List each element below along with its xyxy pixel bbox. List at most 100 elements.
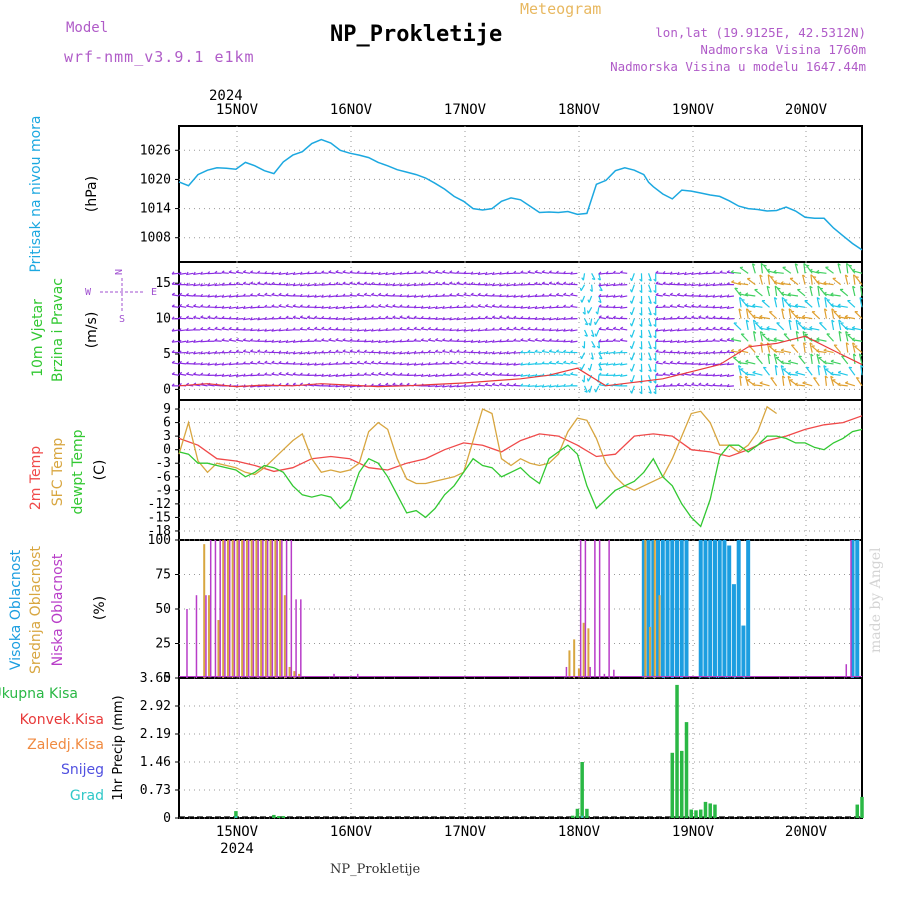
y-tick-label-precip: 0.73 [140, 783, 171, 798]
wind-barb-head [498, 362, 502, 366]
wind-barb-head [299, 382, 304, 386]
wind-barb [647, 284, 652, 293]
wind-barb [413, 340, 421, 342]
wind-barb-head [813, 377, 817, 379]
wind-barb [726, 385, 734, 388]
wind-barb [719, 339, 727, 342]
wind-barb [399, 328, 407, 331]
wind-barb-head [648, 312, 652, 316]
wind-barb-head [221, 270, 225, 274]
wind-barb [739, 375, 742, 386]
wind-barb-head [491, 293, 495, 297]
wind-barb [549, 362, 557, 365]
wind-barb-head [824, 296, 828, 300]
wind-barb-head [356, 317, 360, 321]
wind-barb-head [605, 326, 609, 330]
wind-barb-head [449, 338, 453, 342]
cloud-bar [746, 540, 751, 678]
wind-barb-head [278, 350, 282, 354]
cloud-bar [257, 540, 259, 678]
wind-barb [342, 318, 350, 321]
wind-barb [852, 327, 863, 331]
precip-bar [670, 752, 675, 818]
cloud-bar [290, 540, 293, 678]
wind-barb [813, 377, 820, 387]
wind-barb-head [629, 368, 633, 372]
wind-barb [463, 283, 471, 286]
wind-barb-head [851, 325, 856, 329]
wind-barb-head [653, 324, 657, 328]
y-tick-label-temp: -12 [148, 497, 171, 512]
wind-barb [830, 373, 841, 376]
wind-barb-head [285, 271, 289, 275]
wind-barb-head [498, 304, 503, 308]
wind-barb-head [441, 361, 446, 365]
wind-barb [470, 340, 478, 343]
wind-barb [477, 272, 486, 275]
wind-barb-head [676, 360, 680, 364]
wind-barb [228, 271, 237, 274]
wind-barb-head [363, 372, 367, 376]
wind-barb [819, 322, 827, 331]
wind-barb-head [264, 349, 268, 353]
wind-barb-head [852, 268, 856, 272]
wind-barb-head [505, 338, 510, 342]
wind-barb-head [520, 294, 524, 298]
wind-barb [662, 318, 670, 320]
wind-barb-head [413, 338, 417, 342]
wind-barb [470, 305, 478, 308]
wind-barb [499, 351, 507, 355]
wind-barb [179, 362, 187, 365]
cloud-bar [649, 626, 652, 678]
precip-bar [234, 816, 237, 818]
wind-barb-head [738, 291, 742, 295]
wind-barb-head [534, 361, 538, 365]
wind-barb [292, 284, 301, 287]
wind-barb [449, 282, 457, 286]
wind-barb-head [830, 375, 834, 379]
wind-barb [726, 271, 735, 274]
wind-barb [766, 327, 777, 331]
wind-barb [221, 363, 229, 366]
wind-barb [761, 300, 770, 308]
wind-barb [399, 306, 407, 308]
wind-barb [795, 331, 799, 342]
wind-barb [613, 374, 621, 377]
wind-barb [647, 375, 652, 383]
wind-barb-head [506, 362, 509, 366]
wind-barb [442, 339, 450, 342]
wind-barb-head [629, 277, 633, 282]
wind-barb-head [648, 324, 652, 327]
wind-barb [598, 328, 606, 331]
wind-barb [698, 284, 706, 287]
wind-barb [335, 351, 343, 354]
wind-barb [570, 294, 578, 297]
wind-barb [670, 340, 678, 343]
wind-barb-head [434, 305, 438, 309]
wind-barb-head [669, 371, 673, 375]
wind-barb [243, 283, 251, 286]
wind-barb-head [773, 280, 777, 283]
wind-barb-head [306, 304, 310, 308]
wind-barb [831, 308, 835, 319]
wind-barb-head [830, 303, 834, 306]
wind-barb-head [619, 282, 623, 286]
wind-barb-head [356, 292, 360, 296]
wind-barb-head [548, 293, 552, 296]
wind-barb-head [837, 370, 842, 374]
wind-barb-head [385, 371, 389, 375]
wind-barb-head [449, 360, 453, 364]
wind-barb [631, 341, 635, 349]
wind-barb [766, 286, 771, 297]
wind-barb-head [313, 315, 318, 319]
wind-barb [271, 340, 279, 343]
wind-barb-head [520, 373, 524, 377]
wind-barb [738, 282, 749, 286]
wind-barb [726, 363, 734, 366]
wind-barb [844, 274, 849, 285]
wind-barb [597, 307, 600, 315]
wind-barb [328, 339, 336, 342]
wind-barb-head [548, 384, 552, 388]
wind-barb [435, 374, 443, 377]
wind-barb [257, 385, 265, 388]
